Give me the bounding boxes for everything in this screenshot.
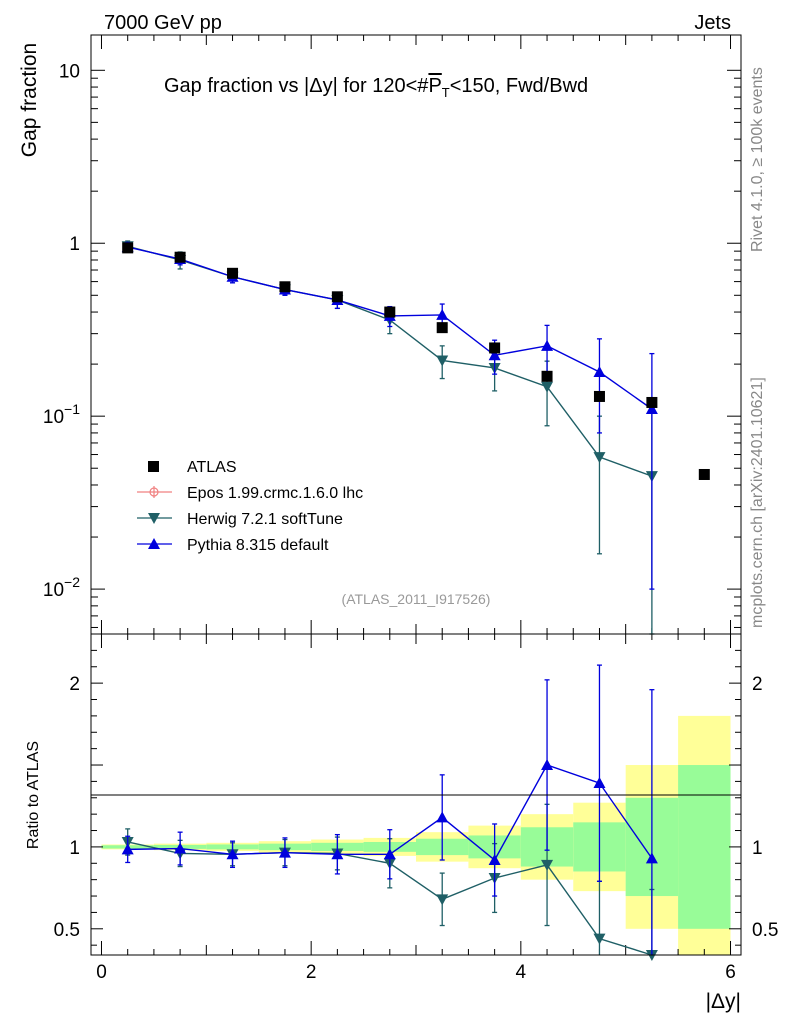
pythia-ratio-point xyxy=(278,846,291,858)
legend-label-pythia: Pythia 8.315 default xyxy=(187,537,329,554)
energy-label: 7000 GeV pp xyxy=(104,12,222,34)
x-tick-label: 4 xyxy=(516,962,527,983)
atlas-point xyxy=(489,342,501,354)
pythia-ratio-point xyxy=(645,852,658,864)
atlas-point xyxy=(384,306,396,318)
data-series xyxy=(121,240,710,961)
band-inner-bin xyxy=(678,765,731,929)
pythia-point xyxy=(541,339,554,351)
analysis-id: (ATLAS_2011_I917526) xyxy=(342,591,491,607)
atlas-point xyxy=(122,242,134,254)
rivet-version-label: Rivet 4.1.0, ≥ 100k events xyxy=(749,67,766,252)
legend-marker-pythia xyxy=(148,538,160,549)
pythia-ratio-point xyxy=(121,843,134,855)
pythia-ratio-point xyxy=(541,759,554,771)
legend-label-atlas: ATLAS xyxy=(187,459,237,476)
ratio-axis-label: Ratio to ATLAS xyxy=(25,741,42,849)
atlas-point xyxy=(541,370,553,382)
atlas-point xyxy=(593,390,605,402)
pythia-ratio-point xyxy=(331,848,344,860)
herwig-ratio-point xyxy=(436,894,449,906)
pythia-ratio-point xyxy=(383,848,396,860)
legend-marker-herwig xyxy=(148,513,160,524)
atlas-point xyxy=(646,396,658,408)
pythia-ratio-point xyxy=(226,848,239,860)
herwig-point xyxy=(593,452,606,464)
pythia-ratio-point xyxy=(593,777,606,789)
pythia-ratio-point xyxy=(436,811,449,823)
atlas-point xyxy=(174,251,186,263)
pythia-point xyxy=(645,403,658,415)
atlas-point xyxy=(436,322,448,334)
pythia-point xyxy=(488,349,501,361)
atlas-point xyxy=(331,291,343,303)
legend-marker-atlas xyxy=(148,461,159,472)
chart-title: Gap fraction vs |Δy| for 120<#PT<150, Fw… xyxy=(164,75,588,100)
herwig-point xyxy=(541,381,554,393)
atlas-point xyxy=(279,281,291,293)
atlas-point xyxy=(698,468,710,480)
y-axis-label: Gap fraction xyxy=(18,43,41,157)
ratio-tick-label-right: 2 xyxy=(752,674,763,695)
atlas-point xyxy=(227,267,239,279)
pythia-ratio-point xyxy=(174,842,187,854)
axis-ticks: 0 2 4 6 10 1 10−1 10−2 0.5 0.5 1 1 2 2 xyxy=(43,35,778,983)
y-tick-label: 1 xyxy=(69,234,80,255)
pythia-point xyxy=(593,366,606,378)
x-tick-label: 6 xyxy=(725,962,736,983)
ratio-tick-label: 0.5 xyxy=(54,920,80,941)
herwig-ratio-point xyxy=(593,933,606,945)
x-tick-label: 0 xyxy=(96,962,107,983)
y-tick-label: 10−2 xyxy=(43,574,80,601)
ratio-tick-label: 2 xyxy=(69,674,80,695)
herwig-ratio-point xyxy=(541,859,554,871)
legend: ATLAS Epos 1.99.crmc.1.6.0 lhc Herwig 7.… xyxy=(137,459,363,554)
herwig-line xyxy=(127,245,653,477)
y-tick-label: 10−1 xyxy=(43,401,80,428)
ratio-tick-label-right: 1 xyxy=(752,838,763,859)
legend-label-herwig: Herwig 7.2.1 softTune xyxy=(187,511,343,528)
herwig-point xyxy=(436,355,449,367)
ratio-tick-label-right: 0.5 xyxy=(752,920,778,941)
process-label: Jets xyxy=(694,12,731,34)
pythia-point xyxy=(436,308,449,320)
pythia-ratio-point xyxy=(488,854,501,866)
mcplots-label: mcplots.cern.ch [arXiv:2401.10621] xyxy=(749,377,766,628)
ratio-tick-label: 1 xyxy=(69,838,80,859)
x-tick-label: 2 xyxy=(306,962,317,983)
legend-label-epos: Epos 1.99.crmc.1.6.0 lhc xyxy=(187,485,363,502)
x-axis-label: |Δy| xyxy=(706,990,741,1013)
y-tick-label: 10 xyxy=(59,61,80,82)
